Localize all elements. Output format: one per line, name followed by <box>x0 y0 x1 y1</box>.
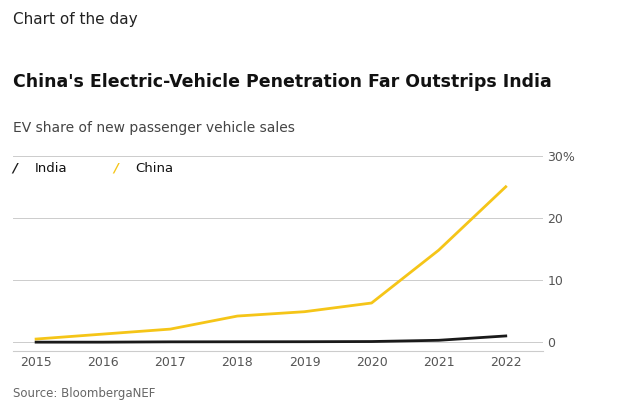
Text: India: India <box>35 162 68 175</box>
Text: Chart of the day: Chart of the day <box>13 12 138 27</box>
Text: Source: BloombergaNEF: Source: BloombergaNEF <box>13 387 155 400</box>
Text: /: / <box>114 162 119 175</box>
Text: China's Electric-Vehicle Penetration Far Outstrips India: China's Electric-Vehicle Penetration Far… <box>13 73 551 91</box>
Text: China: China <box>136 162 174 175</box>
Text: EV share of new passenger vehicle sales: EV share of new passenger vehicle sales <box>13 121 295 135</box>
Text: /: / <box>13 162 18 175</box>
